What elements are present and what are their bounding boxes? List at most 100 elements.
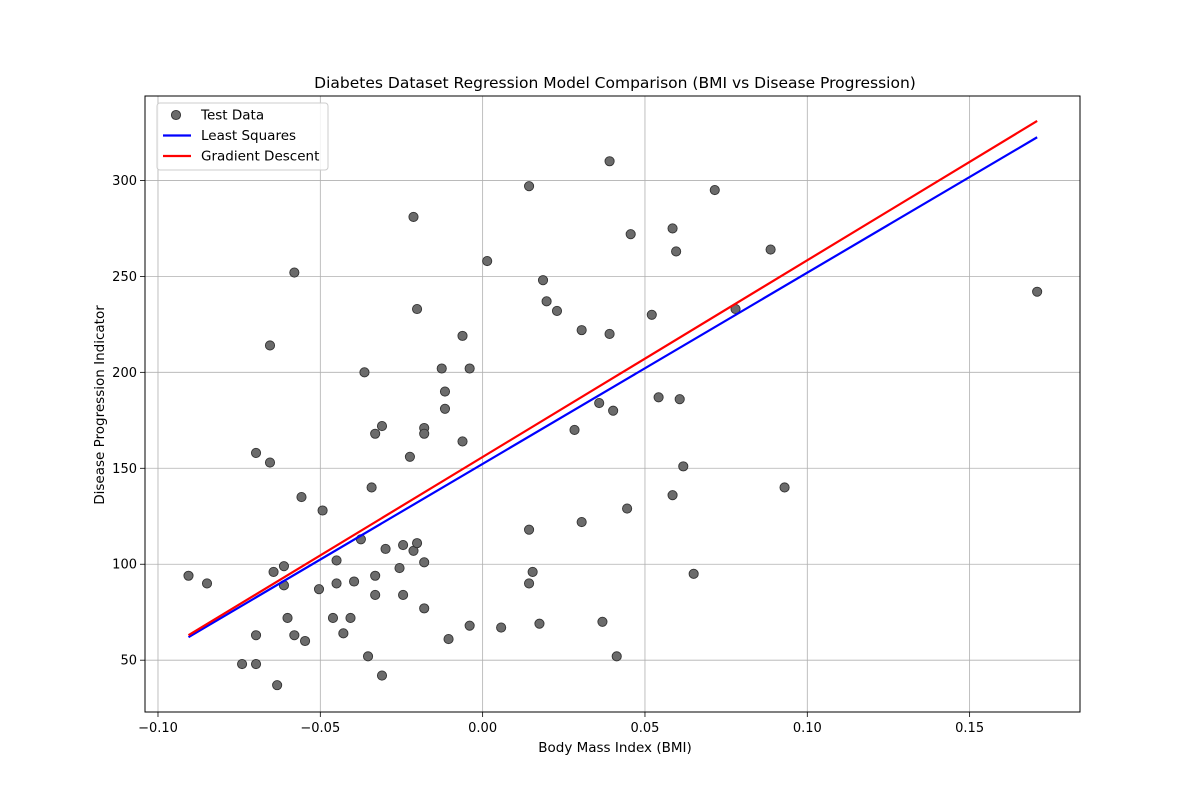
data-point bbox=[331, 578, 342, 589]
data-point bbox=[594, 397, 605, 409]
data-point bbox=[282, 612, 293, 624]
data-point bbox=[394, 563, 405, 574]
data-point bbox=[597, 616, 608, 627]
chart-title: Diabetes Dataset Regression Model Compar… bbox=[314, 74, 916, 92]
data-point bbox=[541, 296, 552, 307]
data-point bbox=[527, 566, 538, 577]
y-tick-label: 150 bbox=[112, 462, 137, 477]
legend-marker bbox=[170, 109, 182, 121]
data-point bbox=[419, 557, 430, 568]
plot-frame bbox=[144, 95, 1081, 713]
y-tick-label: 250 bbox=[112, 270, 137, 285]
data-point bbox=[183, 570, 194, 581]
data-point bbox=[439, 403, 451, 414]
data-point bbox=[419, 428, 430, 439]
x-tick-label: 0.10 bbox=[793, 721, 822, 736]
data-point bbox=[376, 670, 388, 681]
data-point bbox=[370, 570, 381, 581]
x-axis-label: Body Mass Index (BMI) bbox=[538, 740, 692, 756]
y-tick-label: 200 bbox=[112, 366, 137, 381]
data-point bbox=[412, 303, 423, 315]
data-point bbox=[250, 630, 262, 641]
legend: Test Data Least Squares Gradient Descent bbox=[156, 102, 329, 171]
data-point bbox=[370, 428, 381, 439]
scatter-points bbox=[183, 156, 1043, 691]
data-point bbox=[646, 309, 657, 320]
data-point bbox=[537, 275, 549, 286]
data-point bbox=[370, 589, 381, 600]
data-point bbox=[576, 325, 587, 336]
data-point bbox=[464, 363, 475, 374]
data-point bbox=[622, 503, 633, 514]
data-point bbox=[264, 457, 276, 468]
data-point bbox=[482, 255, 493, 267]
data-point bbox=[457, 330, 468, 341]
x-tick-label: 0.05 bbox=[630, 721, 659, 736]
data-point bbox=[439, 386, 451, 397]
data-point bbox=[296, 492, 307, 503]
y-tick-label: 50 bbox=[120, 654, 137, 669]
data-point bbox=[338, 628, 349, 639]
series-line-gradient-descent bbox=[187, 120, 1038, 637]
x-tick-label: −0.10 bbox=[138, 721, 178, 736]
data-point bbox=[443, 634, 454, 645]
data-point bbox=[667, 223, 678, 234]
data-point bbox=[412, 538, 423, 549]
data-point bbox=[250, 658, 262, 670]
data-point bbox=[313, 584, 325, 595]
data-point bbox=[349, 576, 360, 587]
y-tick-label: 300 bbox=[112, 174, 137, 189]
data-point bbox=[551, 305, 563, 316]
data-point bbox=[688, 568, 699, 579]
grid-layer bbox=[145, 96, 1080, 712]
legend-label: Gradient Descent bbox=[201, 149, 319, 165]
data-point bbox=[496, 622, 507, 633]
data-point bbox=[671, 246, 682, 257]
data-point bbox=[345, 612, 356, 624]
data-point bbox=[362, 651, 374, 662]
data-point bbox=[408, 211, 419, 222]
data-point bbox=[604, 156, 615, 167]
legend-label: Test Data bbox=[200, 108, 264, 124]
data-point bbox=[625, 229, 636, 240]
data-point bbox=[398, 539, 409, 551]
data-point bbox=[534, 618, 545, 629]
data-point bbox=[611, 651, 622, 662]
x-tick-label: −0.05 bbox=[300, 721, 340, 736]
data-point bbox=[289, 630, 300, 641]
data-point bbox=[524, 524, 535, 535]
regression-lines bbox=[187, 120, 1038, 639]
y-axis-ticks: 50 100 150 200 250 300 bbox=[112, 174, 145, 669]
data-point bbox=[300, 635, 311, 647]
data-point bbox=[250, 447, 262, 458]
data-point bbox=[436, 363, 447, 374]
data-point bbox=[608, 405, 619, 416]
data-point bbox=[779, 482, 790, 493]
data-point bbox=[331, 555, 342, 566]
data-point bbox=[464, 620, 475, 631]
data-point bbox=[524, 181, 535, 192]
data-point bbox=[457, 436, 468, 447]
data-point bbox=[317, 505, 328, 516]
x-tick-label: 0.15 bbox=[955, 721, 984, 736]
data-point bbox=[237, 658, 248, 670]
data-point bbox=[569, 424, 580, 435]
legend-label: Least Squares bbox=[201, 128, 296, 144]
legend-box bbox=[156, 102, 329, 171]
data-point bbox=[674, 394, 685, 405]
data-point bbox=[289, 267, 300, 278]
data-point bbox=[327, 612, 339, 624]
y-tick-label: 100 bbox=[112, 558, 137, 573]
data-point bbox=[604, 328, 615, 340]
data-point bbox=[1032, 286, 1043, 297]
data-point bbox=[272, 680, 283, 691]
data-point bbox=[278, 561, 290, 572]
data-point bbox=[576, 516, 587, 528]
data-point bbox=[201, 578, 213, 589]
data-point bbox=[667, 490, 678, 501]
data-point bbox=[376, 421, 388, 432]
data-point bbox=[524, 578, 535, 589]
data-point bbox=[398, 589, 409, 600]
x-axis-ticks: −0.10 −0.05 0.00 0.05 0.10 0.15 bbox=[138, 712, 984, 736]
